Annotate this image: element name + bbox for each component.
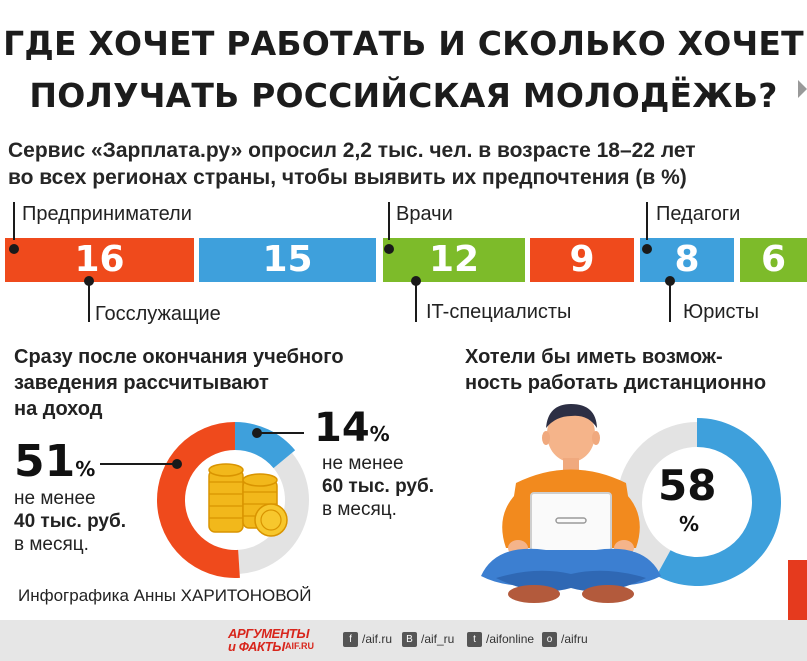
income-right-percent: % [369,422,390,446]
income-left-text-2: 40 тыс. руб. [14,511,127,532]
decorative-shape [788,560,807,620]
pointer-entrepreneurs [13,202,15,240]
title-line-2: ПОЛУЧАТЬ РОССИЙСКАЯ МОЛОДЁЖЬ? [29,76,778,115]
income-left-value: 51% [14,437,95,494]
income-heading: Сразу после окончания учебного заведения… [14,344,344,422]
connector-51 [100,463,178,465]
income-heading-line-1: Сразу после окончания учебного [14,346,344,368]
income-right-text-2: 60 тыс. руб. [322,476,435,497]
pointer-it [415,278,417,322]
label-lawyers: Юристы [683,301,760,323]
income-left-percent: % [75,457,96,481]
label-doctors: Врачи [396,203,453,225]
edge-arrow-icon [798,80,807,98]
income-right-text: не менее 60 тыс. руб. в месяц. [322,452,434,521]
bar-segment-it: 9 [530,238,634,282]
remote-percent: % [679,512,700,536]
pointer-doctors [388,202,390,240]
bar-segment-lawyers: 6 [740,238,807,282]
income-left-text: не менее 40 тыс. руб. в месяц. [14,487,126,556]
income-left-text-3: в месяц. [14,534,89,555]
aif-logo[interactable]: АРГУМЕНТЫ и ФАКТЫ AIF.RU [228,626,314,654]
remote-heading-line-2: ность работать дистанционно [465,372,767,394]
remote-number: 58 [658,461,717,510]
pointer-dot-it [411,276,421,286]
connector-dot-51 [172,459,182,469]
label-civil-servants: Госслужащие [95,303,221,325]
remote-value: 58 [658,462,716,510]
income-right-text-3: в месяц. [322,499,397,520]
logo-line-2: и ФАКТЫ [228,639,285,654]
social-twitter-text: /aifonline [486,632,535,646]
bar-segment-entrepreneurs: 16 [5,238,194,282]
vk-icon: B [402,632,417,648]
social-vk[interactable]: B/aif_ru [402,630,454,648]
title-line-1: ГДЕ ХОЧЕТ РАБОТАТЬ И СКОЛЬКО ХОЧЕТ [3,24,804,63]
pointer-dot-entrepreneurs [9,244,19,254]
pointer-dot-doctors [384,244,394,254]
connector-dot-14 [252,428,262,438]
twitter-icon: t [467,632,482,648]
income-right-text-1: не менее [322,453,404,474]
subtitle-line-1: Сервис «Зарплата.ру» опросил 2,2 тыс. че… [8,139,696,162]
bar-segment-teachers: 8 [640,238,734,282]
label-it: IT-специалисты [426,301,572,323]
ok-icon: o [542,632,557,648]
subtitle: Сервис «Зарплата.ру» опросил 2,2 тыс. че… [8,137,798,191]
remote-heading: Хотели бы иметь возмож- ность работать д… [465,344,766,396]
logo-line-1: АРГУМЕНТЫ [228,626,310,641]
pointer-dot-civil-servants [84,276,94,286]
donut-slice-other [238,452,309,574]
connector-14 [258,432,304,434]
page-title: ГДЕ ХОЧЕТ РАБОТАТЬ И СКОЛЬКО ХОЧЕТ ПОЛУЧ… [0,18,807,122]
social-facebook-text: /aif.ru [362,632,393,646]
social-vk-text: /aif_ru [421,632,455,646]
pointer-lawyers [669,278,671,322]
income-heading-line-2: заведения рассчитывают [14,372,269,394]
pointer-dot-lawyers [665,276,675,286]
income-left-text-1: не менее [14,488,96,509]
pointer-civil-servants [88,278,90,322]
facebook-icon: f [343,632,358,648]
income-right-value: 14% [314,405,390,457]
subtitle-line-2: во всех регионах страны, чтобы выявить и… [8,166,687,189]
logo-line-3: AIF.RU [285,641,314,651]
social-twitter[interactable]: t/aifonline [467,630,534,648]
pointer-dot-teachers [642,244,652,254]
social-ok[interactable]: o/aifru [542,630,588,648]
social-facebook[interactable]: f/aif.ru [343,630,392,648]
donut-slice-60k [235,422,296,469]
label-teachers: Педагоги [656,203,741,225]
social-ok-text: /aifru [561,632,588,646]
income-left-number: 51 [14,436,76,487]
pointer-teachers [646,202,648,240]
bar-segment-doctors: 12 [383,238,525,282]
infographic-credit: Инфографика Анны ХАРИТОНОВОЙ [18,586,312,605]
income-right-number: 14 [314,405,370,451]
coins-icon [208,463,288,537]
remote-donut-share [656,418,781,586]
person-with-laptop-illustration [481,404,661,603]
income-heading-line-3: на доход [14,398,103,420]
label-entrepreneurs: Предприниматели [22,203,192,225]
remote-heading-line-1: Хотели бы иметь возмож- [465,346,723,368]
bar-segment-civil-servants: 15 [199,238,376,282]
